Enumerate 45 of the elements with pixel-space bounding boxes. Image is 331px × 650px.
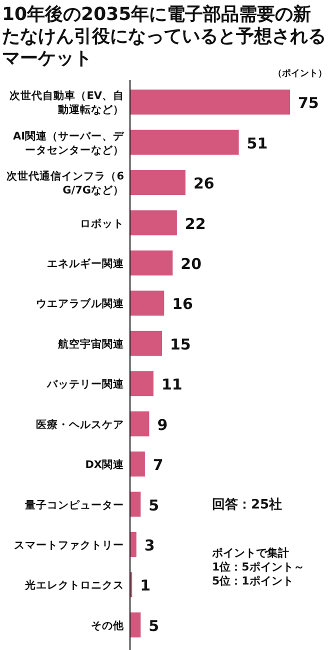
y-tick-label: バッテリー関連: [46, 378, 125, 391]
bar: [130, 492, 141, 517]
y-tick-label: 次世代通信インフラ（6G/7Gなど）: [6, 170, 124, 197]
data-label: 11: [161, 376, 182, 394]
y-tick-label: 量子コンピューター: [24, 499, 124, 512]
title: 10年後の2035年に電子部品需要の新たなけん引役になっていると予想されるマーケット: [2, 4, 326, 69]
bar: [130, 210, 177, 236]
bar: [130, 250, 173, 276]
annotation: 回答：25社: [212, 496, 282, 512]
bar: [130, 532, 136, 557]
data-label: 5: [148, 496, 160, 514]
data-label: 3: [144, 536, 155, 554]
bar: [130, 90, 290, 115]
y-tick-label: 光エレクトロニクス: [24, 578, 124, 592]
bar: [130, 290, 164, 316]
y-tick-label: ウエアラブル関連: [36, 297, 125, 310]
data-label: 7: [152, 456, 164, 474]
annotation: ポイントで集計 1位：5ポイント～ 5位：1ポイント: [211, 546, 304, 588]
y-tick-label: DX関連: [85, 458, 125, 472]
bar: [130, 612, 141, 638]
y-tick-label: 医療・ヘルスケア: [36, 418, 124, 431]
data-label: 51: [246, 134, 268, 152]
y-tick-label: AI関連（サーバー、データセンターなど）: [12, 129, 125, 156]
bar: [130, 411, 150, 436]
data-label: 15: [170, 335, 191, 354]
data-label: 1: [140, 576, 151, 595]
y-tick-label: その他: [91, 618, 125, 632]
y-tick-label: スマートファクトリー: [14, 539, 124, 552]
y-tick-label: ロボット: [80, 218, 124, 230]
bar: [130, 330, 162, 356]
data-label: 22: [184, 214, 206, 233]
data-label: 5: [148, 616, 160, 635]
bar: [130, 371, 154, 396]
data-label: 26: [193, 174, 214, 193]
data-label: 16: [172, 295, 194, 314]
data-label: 75: [298, 94, 319, 112]
bar: [130, 170, 186, 196]
bar: [130, 130, 239, 155]
y-tick-label: 航空宇宙関連: [57, 337, 125, 350]
bar: [130, 452, 145, 477]
y-tick-label: 次世代自動車（EV、自動運転など）: [10, 89, 124, 116]
data-label: 9: [157, 416, 168, 434]
text: （ポイント）: [273, 68, 327, 79]
y-tick-label: エネルギー関連: [47, 256, 125, 270]
data-label: 20: [180, 254, 202, 273]
